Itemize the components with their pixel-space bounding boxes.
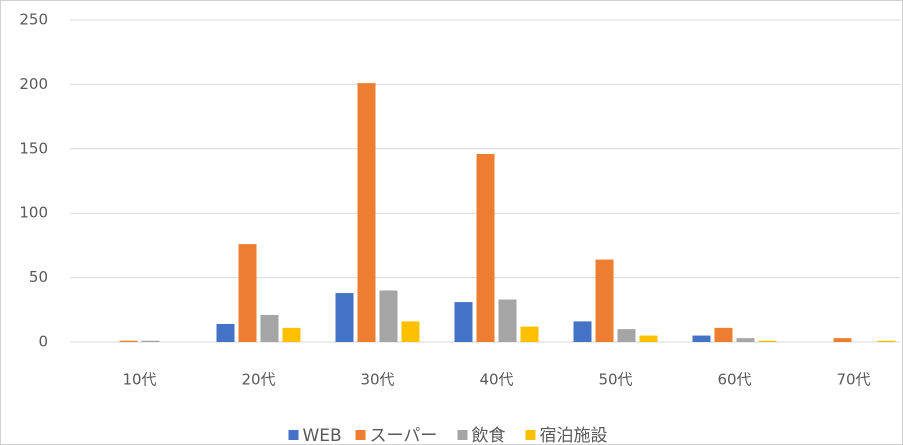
bar [639,335,658,342]
bar [216,323,235,342]
bar [335,293,354,342]
bar [379,290,398,342]
y-tick-label: 50 [29,268,48,286]
legend-label: 宿泊施設 [540,426,608,445]
bar [282,327,301,342]
legend-swatch [525,430,536,440]
bar [877,340,896,342]
legend-label: スーパー [370,426,438,445]
bar [833,338,852,342]
legend-swatch [355,430,366,440]
y-tick-label: 250 [19,11,48,29]
bar [454,302,473,342]
legend-label: 飲食 [472,426,506,445]
bar [692,335,711,342]
y-tick-label: 0 [38,333,48,351]
x-tick-label: 50代 [598,371,632,389]
bar [736,338,755,342]
bar [595,259,614,342]
x-tick-label: 30代 [360,371,394,389]
bar [520,326,539,342]
bar [476,153,495,342]
bar [141,340,160,342]
x-tick-label: 20代 [241,371,275,389]
legend-swatch [288,430,299,440]
y-tick-label: 100 [19,204,48,222]
legend-label: WEB [303,426,342,445]
bar [498,299,517,342]
x-tick-label: 10代 [122,371,156,389]
x-tick-label: 70代 [836,371,870,389]
bar [573,321,592,342]
y-tick-label: 200 [19,75,48,93]
bar [758,340,777,342]
bar [260,314,279,342]
bar [617,329,636,342]
bar [401,321,420,342]
bar [357,83,376,342]
x-tick-label: 60代 [717,371,751,389]
x-tick-label: 40代 [479,371,513,389]
y-tick-label: 150 [19,139,48,157]
bar [238,244,257,342]
bar [714,327,733,342]
legend-swatch [457,430,468,440]
bar [119,340,138,342]
